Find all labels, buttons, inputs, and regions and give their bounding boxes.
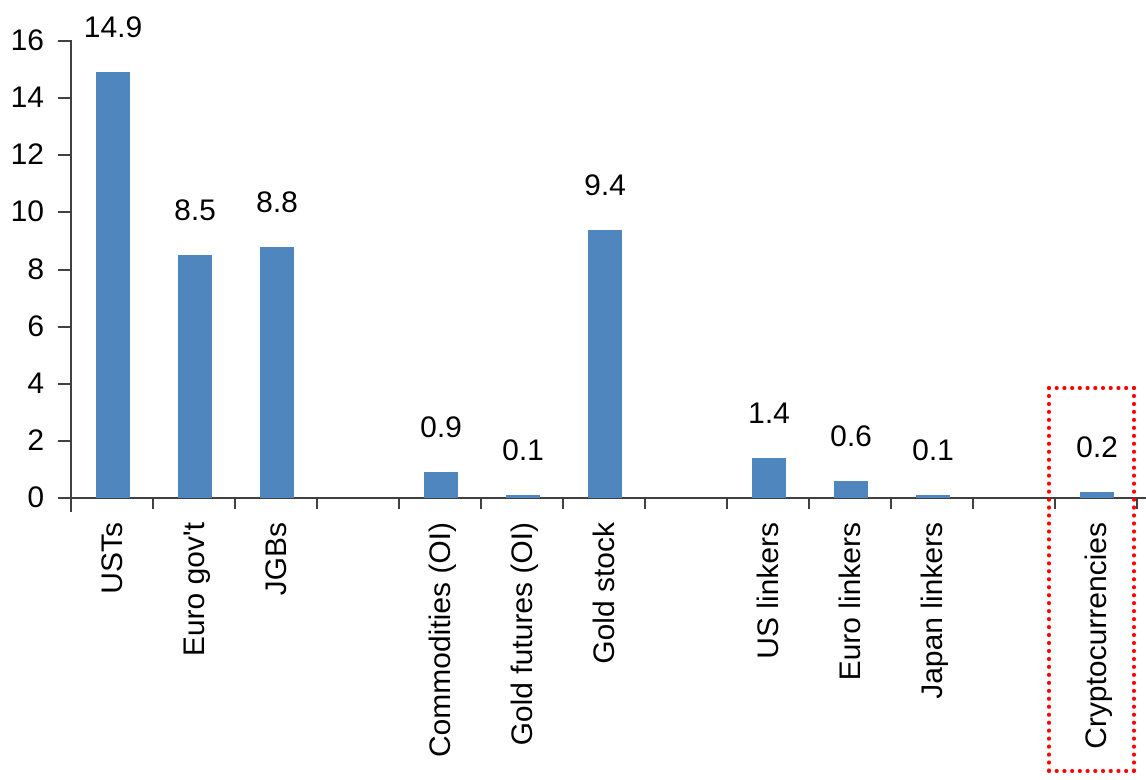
- bar-gold-stock: [588, 230, 622, 498]
- category-label-usts: USTs: [96, 522, 129, 594]
- y-tick-label-4: 4: [27, 366, 44, 400]
- category-label-japan-linkers: Japan linkers: [916, 522, 949, 699]
- value-label-japan-linkers: 0.1: [912, 434, 954, 467]
- value-label-us-linkers: 1.4: [748, 397, 790, 430]
- bar-jgbs: [260, 247, 294, 498]
- category-label-commodities-oi: Commodities (OI): [424, 522, 457, 758]
- x-boundary-tick-0: [70, 499, 72, 509]
- bar-us-linkers: [752, 458, 786, 498]
- y-tick-10: [58, 211, 72, 214]
- y-tick-label-8: 8: [27, 252, 44, 286]
- x-boundary-tick-13: [1136, 499, 1138, 509]
- y-tick-12: [58, 154, 72, 157]
- value-label-commodities-oi: 0.9: [420, 411, 462, 444]
- x-boundary-tick-9: [808, 499, 810, 509]
- y-tick-14: [58, 97, 72, 100]
- x-boundary-tick-5: [480, 499, 482, 509]
- category-label-gold-futures-oi: Gold futures (OI): [506, 522, 539, 746]
- y-tick-8: [58, 268, 72, 271]
- y-axis-line: [70, 40, 72, 512]
- value-label-gold-stock: 9.4: [584, 169, 626, 202]
- value-label-euro-linkers: 0.6: [830, 420, 872, 453]
- x-boundary-tick-11: [972, 499, 974, 509]
- x-boundary-tick-8: [726, 499, 728, 509]
- x-boundary-tick-2: [234, 499, 236, 509]
- category-label-euro-linkers: Euro linkers: [834, 522, 867, 681]
- category-label-jgbs: JGBs: [260, 522, 293, 596]
- bar-japan-linkers: [916, 495, 950, 498]
- x-boundary-tick-6: [562, 499, 564, 509]
- x-boundary-tick-7: [644, 499, 646, 509]
- category-label-euro-gov-t: Euro gov't: [178, 522, 211, 657]
- category-label-gold-stock: Gold stock: [588, 522, 621, 664]
- y-tick-label-12: 12: [10, 138, 44, 172]
- x-boundary-tick-1: [152, 499, 154, 509]
- bar-gold-futures-oi: [506, 495, 540, 498]
- y-tick-label-16: 16: [10, 24, 44, 57]
- highlight-box-cryptocurrencies: [1047, 386, 1136, 773]
- x-boundary-tick-4: [398, 499, 400, 509]
- x-boundary-tick-10: [890, 499, 892, 509]
- y-tick-label-14: 14: [10, 81, 44, 115]
- x-axis-line: [70, 497, 1146, 499]
- category-label-us-linkers: US linkers: [752, 522, 785, 659]
- y-tick-4: [58, 382, 72, 385]
- bar-euro-gov-t: [178, 255, 212, 498]
- x-boundary-tick-12: [1054, 499, 1056, 509]
- value-label-usts: 14.9: [83, 11, 143, 44]
- y-tick-2: [58, 439, 72, 442]
- bar-commodities-oi: [424, 472, 458, 498]
- value-label-jgbs: 8.8: [256, 186, 298, 219]
- bar-euro-linkers: [834, 481, 868, 498]
- y-tick-6: [58, 325, 72, 328]
- y-tick-16: [58, 40, 72, 42]
- y-tick-label-0: 0: [27, 481, 44, 514]
- y-tick-label-2: 2: [27, 423, 44, 457]
- value-label-euro-gov-t: 8.5: [174, 194, 216, 227]
- value-label-cryptocurrencies: 0.2: [1076, 431, 1118, 464]
- bar-usts: [96, 72, 130, 498]
- value-label-gold-futures-oi: 0.1: [502, 434, 544, 467]
- y-tick-label-10: 10: [10, 195, 44, 229]
- bar-cryptocurrencies: [1080, 492, 1114, 498]
- y-tick-label-6: 6: [27, 309, 44, 343]
- y-tick-0: [58, 497, 72, 499]
- x-boundary-tick-3: [316, 499, 318, 509]
